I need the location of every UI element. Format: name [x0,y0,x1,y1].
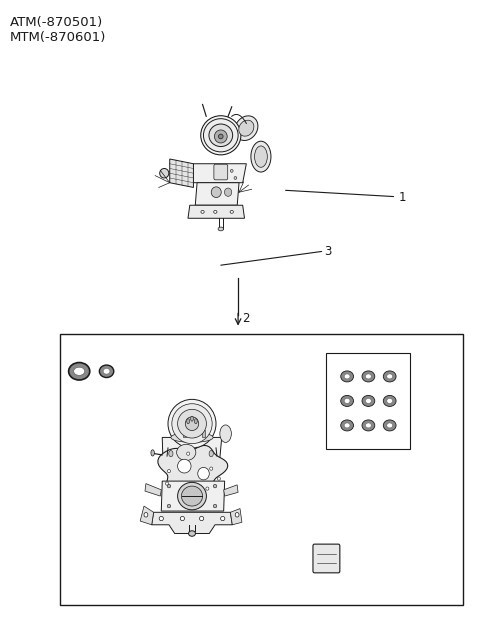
Ellipse shape [206,487,209,490]
Ellipse shape [344,423,350,428]
Ellipse shape [344,399,350,403]
Ellipse shape [99,365,114,378]
Ellipse shape [178,459,191,473]
Ellipse shape [179,489,182,493]
Ellipse shape [168,399,216,448]
Ellipse shape [201,210,204,213]
Ellipse shape [366,423,371,428]
Ellipse shape [221,517,225,520]
Ellipse shape [220,425,231,442]
Ellipse shape [167,504,171,508]
Ellipse shape [251,141,271,172]
Ellipse shape [214,210,217,213]
Ellipse shape [187,452,190,456]
Text: 1: 1 [398,192,406,204]
Bar [60,334,463,605]
Ellipse shape [341,420,353,431]
Ellipse shape [187,419,190,424]
Ellipse shape [209,124,233,147]
Ellipse shape [178,482,206,510]
Ellipse shape [344,374,350,379]
Ellipse shape [341,396,353,406]
Ellipse shape [151,450,155,456]
Text: 3: 3 [324,245,331,258]
Ellipse shape [230,170,233,172]
Ellipse shape [213,504,217,508]
Ellipse shape [235,116,258,140]
Ellipse shape [341,371,353,382]
Ellipse shape [177,444,196,461]
Ellipse shape [234,177,237,179]
Ellipse shape [366,374,371,379]
Ellipse shape [387,423,393,428]
Ellipse shape [209,451,213,457]
Bar [183,430,186,437]
Ellipse shape [194,419,197,424]
Ellipse shape [189,531,195,536]
Text: 2: 2 [242,312,250,324]
Ellipse shape [169,451,173,457]
Ellipse shape [160,168,169,178]
Ellipse shape [230,210,233,213]
Ellipse shape [213,484,217,488]
Ellipse shape [171,432,213,442]
Polygon shape [230,509,242,525]
Polygon shape [162,437,222,469]
Ellipse shape [201,115,241,155]
Ellipse shape [191,416,193,421]
Polygon shape [158,446,228,503]
Ellipse shape [178,409,206,438]
Bar [326,353,410,449]
Ellipse shape [384,396,396,406]
Ellipse shape [181,486,203,506]
Polygon shape [188,205,244,218]
Ellipse shape [166,482,168,485]
Ellipse shape [103,368,110,374]
Ellipse shape [210,467,213,470]
Ellipse shape [235,512,239,517]
Ellipse shape [180,517,184,520]
Ellipse shape [217,477,220,480]
Ellipse shape [204,119,238,152]
Ellipse shape [159,517,163,520]
Ellipse shape [218,134,223,139]
Ellipse shape [387,399,393,403]
Ellipse shape [69,363,90,380]
Polygon shape [145,484,161,496]
Polygon shape [224,485,238,496]
Ellipse shape [362,371,375,382]
Ellipse shape [366,399,371,403]
Text: ATM(-870501): ATM(-870501) [10,16,103,29]
Polygon shape [161,481,225,511]
Ellipse shape [144,512,148,517]
Bar [202,430,205,437]
Ellipse shape [254,146,267,167]
Ellipse shape [211,187,221,198]
Polygon shape [170,159,193,187]
Ellipse shape [362,396,375,406]
Polygon shape [195,183,239,205]
Polygon shape [140,506,154,525]
Ellipse shape [168,469,170,473]
Ellipse shape [198,467,209,480]
Bar [192,430,195,437]
FancyBboxPatch shape [313,544,340,573]
Ellipse shape [218,227,224,231]
Polygon shape [152,512,232,534]
Ellipse shape [384,420,396,431]
Ellipse shape [239,120,254,136]
Ellipse shape [384,371,396,382]
Ellipse shape [215,130,227,143]
Polygon shape [190,163,246,183]
Text: MTM(-870601): MTM(-870601) [10,31,106,44]
FancyBboxPatch shape [214,164,228,180]
Ellipse shape [185,417,199,431]
Ellipse shape [167,484,171,488]
Ellipse shape [387,374,393,379]
Ellipse shape [74,367,84,375]
Ellipse shape [200,517,204,520]
Ellipse shape [362,420,375,431]
Ellipse shape [225,188,232,197]
Ellipse shape [172,404,212,444]
